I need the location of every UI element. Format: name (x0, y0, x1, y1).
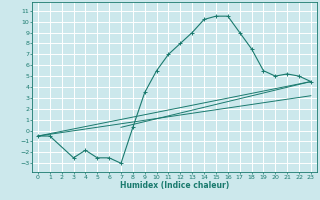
X-axis label: Humidex (Indice chaleur): Humidex (Indice chaleur) (120, 181, 229, 190)
